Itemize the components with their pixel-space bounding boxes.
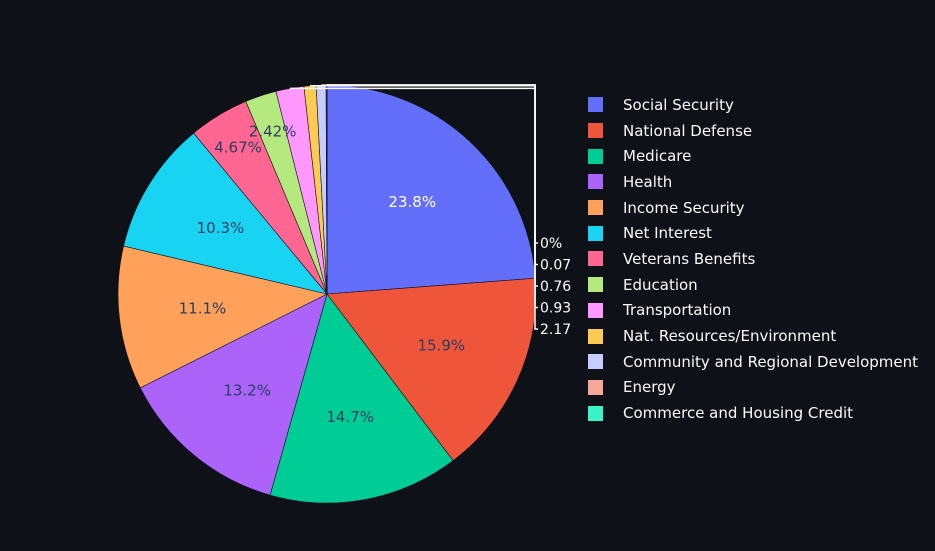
legend-swatch <box>588 379 603 395</box>
slice-label-health: 13.2% <box>223 382 271 400</box>
legend-item-nat-resources-environment[interactable]: Nat. Resources/Environment <box>588 323 918 349</box>
legend-label: Nat. Resources/Environment <box>623 327 837 346</box>
legend-item-commerce-housing-credit[interactable]: Commerce and Housing Credit <box>588 400 918 426</box>
legend-item-health[interactable]: Health <box>588 169 918 195</box>
legend-label: Net Interest <box>623 224 712 243</box>
legend-label: Medicare <box>623 147 692 166</box>
legend-swatch <box>588 148 603 164</box>
legend-swatch <box>588 328 603 344</box>
legend-swatch <box>588 405 603 421</box>
legend-label: Health <box>623 172 673 191</box>
legend-item-veterans-benefits[interactable]: Veterans Benefits <box>588 246 918 272</box>
slice-label-energy: 0.07 <box>540 258 571 274</box>
legend-item-education[interactable]: Education <box>588 272 918 298</box>
legend-item-net-interest[interactable]: Net Interest <box>588 220 918 246</box>
slice-label-net-interest: 10.3% <box>197 219 245 237</box>
slice-label-social-security: 23.8% <box>388 193 436 211</box>
pie-slice-social-security[interactable] <box>326 84 536 295</box>
legend-swatch <box>588 200 603 216</box>
slice-label-commerce-and-housing-credit: 0% <box>540 236 562 252</box>
legend-label: Education <box>623 275 698 294</box>
legend-label: Transportation <box>623 301 732 320</box>
slice-label-education: 2.42% <box>249 122 297 140</box>
legend-item-transportation[interactable]: Transportation <box>588 298 918 324</box>
legend-label: National Defense <box>623 121 753 140</box>
legend-swatch <box>588 123 603 139</box>
legend-swatch <box>588 225 603 241</box>
slice-label-nat-resources-environment: 0.93 <box>540 301 571 317</box>
legend: Social Security National Defense Medicar… <box>588 92 918 426</box>
slice-label-community-and-regional-development: 0.76 <box>540 279 571 295</box>
slice-label-veterans-benefits: 4.67% <box>214 139 262 157</box>
slice-label-income-security: 11.1% <box>179 300 227 318</box>
legend-label: Community and Regional Development <box>623 352 919 371</box>
slice-label-national-defense: 15.9% <box>417 337 465 355</box>
legend-item-social-security[interactable]: Social Security <box>588 92 918 118</box>
legend-swatch <box>588 277 603 293</box>
legend-swatch <box>588 97 603 113</box>
legend-swatch <box>588 302 603 318</box>
legend-item-community-regional-development[interactable]: Community and Regional Development <box>588 349 918 375</box>
pie-slice-medicare[interactable] <box>269 293 454 504</box>
legend-label: Commerce and Housing Credit <box>623 404 854 423</box>
legend-item-national-defense[interactable]: National Defense <box>588 118 918 144</box>
legend-item-income-security[interactable]: Income Security <box>588 195 918 221</box>
pie-slice-income-security[interactable] <box>117 245 328 389</box>
legend-swatch <box>588 174 603 190</box>
legend-label: Energy <box>623 378 676 397</box>
slice-label-transportation: 2.17 <box>540 322 571 338</box>
legend-label: Social Security <box>623 95 734 114</box>
legend-swatch <box>588 251 603 267</box>
legend-label: Income Security <box>623 198 745 217</box>
legend-item-energy[interactable]: Energy <box>588 375 918 401</box>
slice-label-medicare: 14.7% <box>326 408 374 426</box>
pie-slice-net-interest[interactable] <box>123 132 328 295</box>
leader-line-transportation <box>289 87 538 330</box>
pie-slice-national-defense[interactable] <box>326 277 537 462</box>
legend-label: Veterans Benefits <box>623 249 756 268</box>
pie-slice-health[interactable] <box>139 293 328 496</box>
legend-item-medicare[interactable]: Medicare <box>588 143 918 169</box>
legend-swatch <box>588 354 603 370</box>
